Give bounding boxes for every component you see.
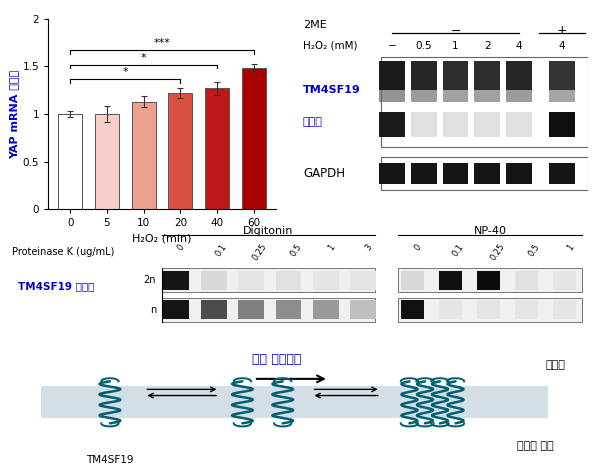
Text: TM4SF19: TM4SF19 [303, 85, 361, 95]
Bar [379, 90, 405, 102]
Text: +: + [557, 24, 568, 38]
Text: 0.1: 0.1 [451, 242, 466, 258]
Text: 산화 스트레스: 산화 스트레스 [252, 353, 302, 366]
Text: 1: 1 [326, 242, 337, 252]
Text: 4: 4 [559, 41, 565, 51]
Text: 3: 3 [364, 242, 374, 252]
Text: *: * [122, 67, 128, 77]
Text: 소포체 내부: 소포체 내부 [517, 440, 553, 451]
Bar [380, 157, 588, 190]
Bar [169, 93, 192, 209]
Bar [401, 301, 424, 319]
Text: 0.25: 0.25 [251, 242, 269, 263]
Bar [275, 271, 301, 290]
Text: −: − [450, 24, 461, 38]
Text: 4: 4 [515, 41, 522, 51]
Bar [163, 301, 189, 319]
Text: 0: 0 [412, 242, 423, 252]
Text: ***: *** [154, 38, 170, 48]
Bar [379, 112, 405, 137]
Bar [515, 301, 538, 319]
Bar [439, 301, 462, 319]
Bar [95, 114, 119, 209]
Bar [238, 271, 264, 290]
Bar [474, 90, 500, 102]
Text: 0.25: 0.25 [488, 242, 506, 263]
Bar [380, 57, 588, 147]
X-axis label: H₂O₂ (min): H₂O₂ (min) [132, 234, 192, 244]
Text: *: * [141, 53, 146, 63]
Text: TM4SF19: TM4SF19 [86, 456, 134, 466]
Bar [162, 268, 375, 292]
Bar [132, 102, 155, 209]
Bar [443, 163, 469, 184]
Bar [379, 163, 405, 184]
Bar [200, 301, 227, 319]
Text: Digitonin: Digitonin [243, 226, 293, 236]
Bar [474, 61, 500, 90]
Bar [474, 163, 500, 184]
Text: 0.5: 0.5 [527, 242, 542, 258]
Text: 2ME: 2ME [303, 20, 326, 30]
Bar [474, 112, 500, 137]
Bar [549, 90, 575, 102]
Y-axis label: YAP mRNA 발현량: YAP mRNA 발현량 [10, 69, 20, 159]
Bar [443, 112, 469, 137]
Bar [549, 112, 575, 137]
Bar [549, 163, 575, 184]
Bar [506, 112, 532, 137]
Bar [313, 271, 339, 290]
Text: 0: 0 [176, 242, 187, 252]
Text: GAPDH: GAPDH [303, 167, 345, 180]
Bar [242, 68, 266, 209]
Bar [411, 112, 437, 137]
Bar [553, 301, 577, 319]
Text: NP-40: NP-40 [473, 226, 506, 236]
Bar [515, 271, 538, 290]
Bar [411, 61, 437, 90]
Bar [398, 268, 582, 292]
Bar [443, 61, 469, 90]
Bar [443, 90, 469, 102]
Bar [238, 301, 264, 319]
Text: Proteinase K (ug/mL): Proteinase K (ug/mL) [12, 247, 115, 257]
Bar [401, 271, 424, 290]
Bar [411, 90, 437, 102]
Bar [275, 301, 301, 319]
Bar [41, 386, 548, 418]
Bar [411, 163, 437, 184]
Text: H₂O₂ (mM): H₂O₂ (mM) [303, 41, 358, 51]
Bar [553, 271, 577, 290]
Text: 0.5: 0.5 [289, 242, 304, 258]
Bar [477, 271, 500, 290]
Text: 세포질: 세포질 [545, 360, 565, 370]
Bar [58, 114, 82, 209]
Bar [163, 271, 189, 290]
Bar [506, 163, 532, 184]
Bar [398, 298, 582, 322]
Bar [549, 61, 575, 90]
Text: 단백질: 단백질 [303, 117, 323, 127]
Bar [439, 271, 462, 290]
Text: n: n [150, 305, 156, 315]
Bar [205, 88, 229, 209]
Bar [350, 271, 376, 290]
Bar [477, 301, 500, 319]
Bar [162, 298, 375, 322]
Bar [506, 90, 532, 102]
Bar [313, 301, 339, 319]
Text: 1: 1 [452, 41, 459, 51]
Bar [350, 301, 376, 319]
Text: 0.5: 0.5 [416, 41, 432, 51]
Text: 2: 2 [484, 41, 491, 51]
Bar [379, 61, 405, 90]
Bar [200, 271, 227, 290]
Text: 1: 1 [565, 242, 575, 252]
Text: 0.1: 0.1 [214, 242, 229, 258]
Text: −: − [388, 41, 397, 51]
Text: TM4SF19 단백질: TM4SF19 단백질 [18, 281, 94, 291]
Text: 2n: 2n [143, 275, 156, 285]
Bar [506, 61, 532, 90]
